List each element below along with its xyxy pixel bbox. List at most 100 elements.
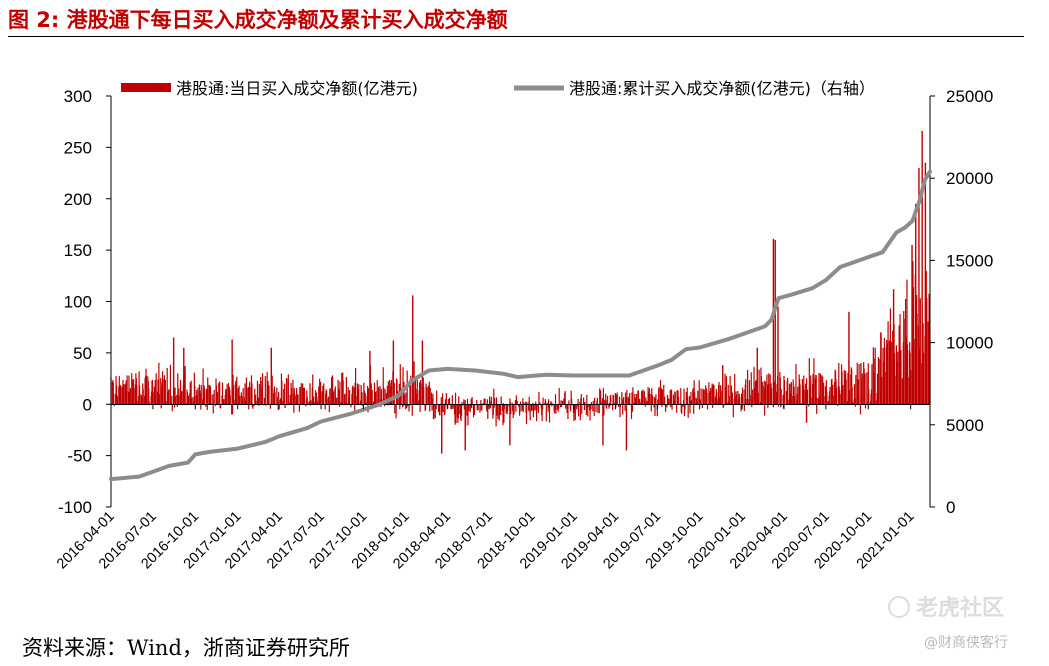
daily-bar	[619, 404, 621, 418]
daily-bar	[115, 385, 118, 405]
daily-bar	[401, 404, 404, 408]
daily-bar	[797, 386, 799, 405]
daily-bar-spike	[777, 306, 779, 405]
daily-bar	[787, 399, 789, 405]
daily-bar	[541, 404, 543, 422]
daily-bar	[430, 392, 433, 405]
daily-bar	[458, 396, 460, 405]
daily-bar	[481, 404, 483, 411]
daily-bar	[403, 381, 405, 405]
daily-bar	[325, 390, 328, 405]
daily-bar	[858, 364, 860, 405]
daily-bar	[379, 385, 381, 405]
daily-bar	[785, 391, 787, 405]
daily-bar	[220, 404, 222, 409]
daily-bar	[395, 404, 397, 419]
daily-bar	[822, 382, 825, 405]
daily-bar	[425, 383, 427, 405]
daily-bar	[619, 404, 622, 408]
daily-bar	[307, 402, 309, 405]
watermark-text: 老虎社区	[916, 596, 1005, 621]
left-y-tick-label: 200	[64, 190, 92, 209]
daily-bar	[222, 399, 224, 405]
daily-bar	[289, 394, 291, 405]
daily-bar	[469, 404, 471, 413]
daily-bar	[338, 390, 340, 405]
daily-bar	[242, 388, 244, 405]
daily-bar	[571, 398, 573, 405]
daily-bar	[623, 396, 625, 405]
daily-bar	[229, 395, 231, 405]
daily-bar	[500, 396, 502, 405]
left-y-tick-label: 150	[64, 241, 92, 260]
right-y-tick-label: 20000	[946, 169, 993, 188]
daily-bar	[668, 398, 670, 405]
daily-bar	[240, 392, 242, 405]
daily-bar	[761, 381, 763, 405]
daily-bar	[410, 375, 412, 405]
daily-bar	[483, 398, 485, 405]
daily-bar	[683, 388, 685, 405]
daily-bar	[487, 404, 489, 419]
left-y-ticks: -100 -50 0 50 100 150 200 250 300	[58, 87, 111, 517]
daily-bar	[271, 375, 273, 405]
daily-bar	[451, 404, 453, 406]
daily-bar	[657, 399, 659, 405]
daily-bar	[532, 404, 534, 418]
daily-bar	[120, 385, 122, 405]
daily-bar	[303, 387, 306, 405]
source-note: 资料来源：Wind，浙商证券研究所	[22, 636, 350, 660]
title-rule	[8, 36, 1024, 37]
daily-bar	[152, 391, 154, 405]
daily-bar-spike	[602, 404, 604, 446]
daily-bar	[336, 397, 338, 405]
daily-bar-spike	[918, 167, 920, 405]
daily-bar	[432, 394, 434, 405]
daily-bar	[644, 401, 646, 405]
daily-bar	[492, 404, 494, 415]
daily-bar	[452, 404, 454, 410]
daily-bar	[629, 392, 631, 405]
daily-bar	[661, 389, 663, 405]
daily-bar	[764, 404, 766, 416]
daily-bar	[612, 404, 614, 411]
daily-bar	[354, 404, 356, 413]
daily-bar	[192, 397, 194, 405]
left-y-tick-label: 0	[83, 395, 92, 414]
daily-bar	[174, 396, 177, 405]
daily-bar	[252, 404, 254, 409]
daily-bar	[590, 404, 592, 410]
daily-bar	[354, 368, 357, 405]
daily-bar	[521, 404, 523, 410]
daily-bar	[832, 384, 834, 405]
daily-bar	[884, 371, 886, 405]
daily-bar	[413, 361, 415, 405]
daily-bar	[419, 380, 422, 405]
daily-bar	[547, 402, 549, 405]
daily-bar	[384, 404, 386, 407]
daily-bar	[596, 397, 599, 405]
daily-bar	[843, 370, 845, 405]
daily-bar	[364, 392, 366, 405]
daily-bar	[510, 404, 512, 415]
daily-bar	[851, 369, 853, 405]
daily-bar	[670, 389, 673, 405]
daily-bar	[210, 394, 212, 405]
daily-bar	[854, 398, 856, 405]
daily-bar	[425, 404, 427, 410]
daily-bar	[238, 385, 240, 405]
daily-bar	[281, 381, 283, 405]
daily-bar	[779, 377, 781, 405]
daily-bar	[837, 404, 839, 406]
daily-bar-spike	[892, 289, 895, 405]
daily-bar	[503, 404, 505, 423]
left-y-tick-label: 100	[64, 293, 92, 312]
daily-bar	[171, 404, 173, 412]
daily-bar	[780, 388, 782, 405]
daily-bar	[669, 390, 671, 405]
daily-bar	[874, 347, 876, 405]
daily-bar	[682, 404, 684, 407]
daily-bar	[267, 380, 269, 405]
daily-bar	[407, 404, 409, 407]
daily-bar	[169, 364, 172, 405]
